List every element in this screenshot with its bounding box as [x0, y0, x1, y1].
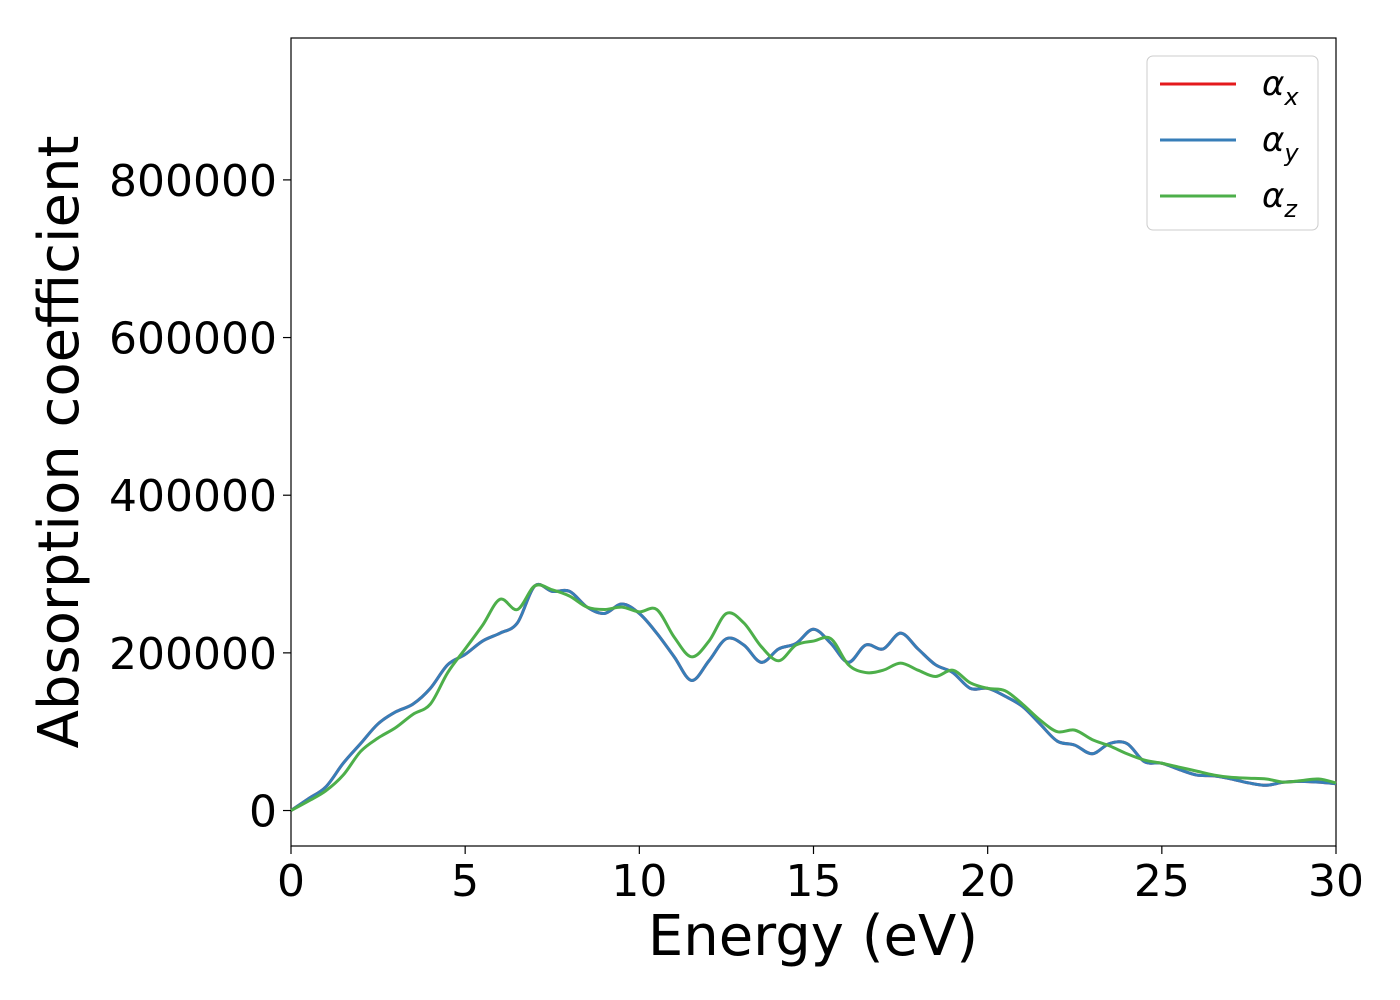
x-tick-label: 15 [786, 856, 842, 907]
series-layer [290, 582, 1337, 812]
legend-box [1146, 55, 1319, 231]
x-tick-label: 20 [960, 856, 1016, 907]
y-tick-label: 600000 [109, 314, 277, 365]
x-tick-label: 30 [1308, 856, 1364, 907]
x-axis-title: Energy (eV) [648, 904, 978, 969]
series-line-x [290, 582, 1337, 812]
y-tick-label: 400000 [109, 471, 277, 522]
x-tick-label: 0 [277, 856, 305, 907]
series-line-z [290, 583, 1337, 812]
x-tick-label: 5 [451, 856, 479, 907]
x-axis-ticks: 0 5 10 15 20 25 30 [277, 846, 1364, 907]
y-axis-ticks: 0 200000 400000 600000 800000 [109, 156, 291, 838]
y-tick-label: 0 [249, 787, 277, 838]
series-line-y [290, 582, 1337, 812]
y-tick-label: 200000 [109, 629, 277, 680]
y-tick-label: 800000 [109, 156, 277, 207]
x-tick-label: 10 [611, 856, 667, 907]
y-axis-title: Absorption coefficient [27, 136, 92, 749]
x-tick-label: 25 [1134, 856, 1190, 907]
